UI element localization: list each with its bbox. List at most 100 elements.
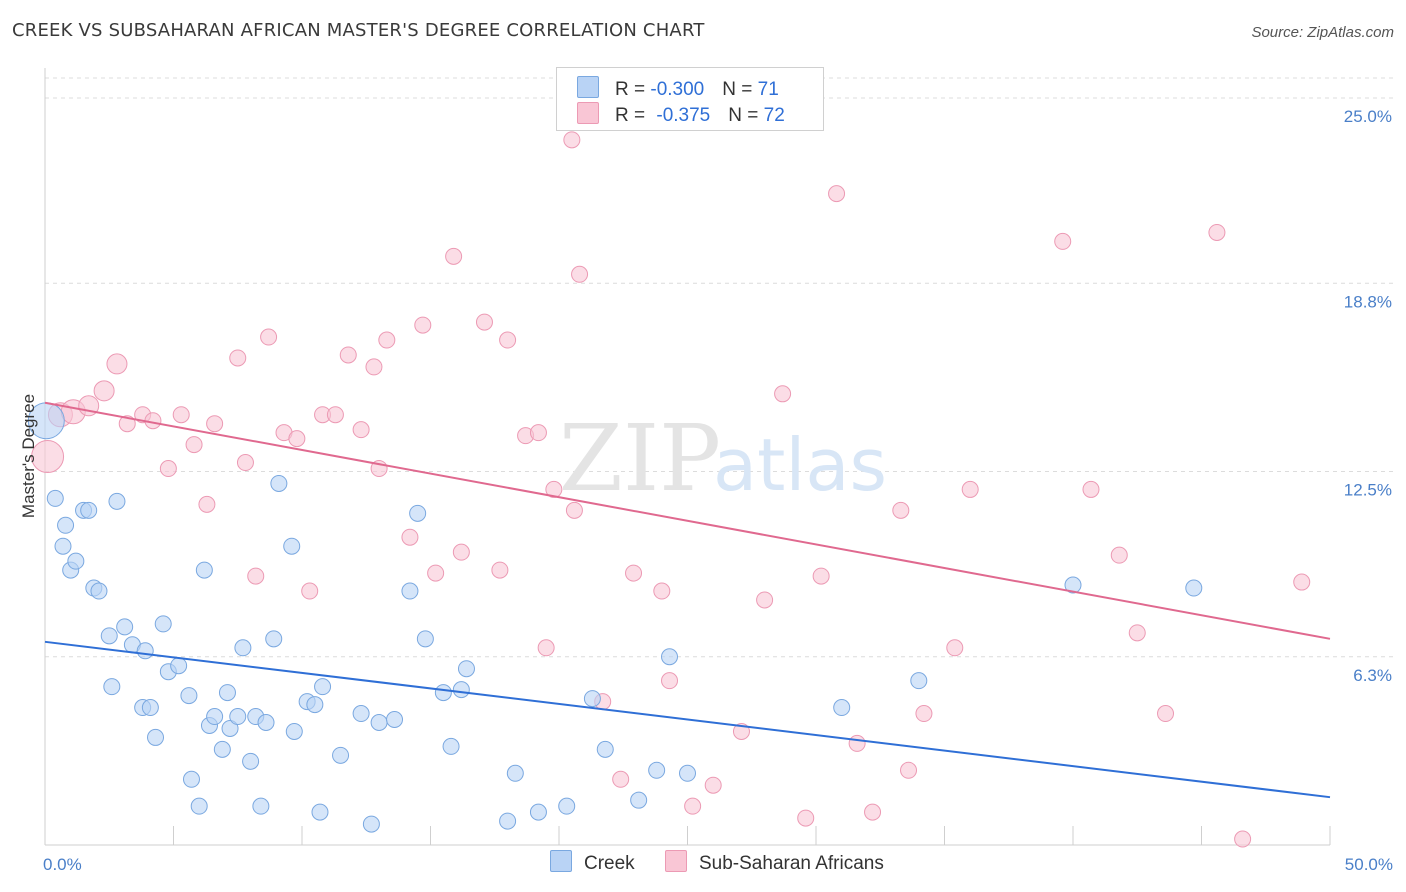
- ssa-point: [499, 331, 517, 349]
- creek-point: [910, 672, 928, 690]
- creek-point: [234, 639, 252, 657]
- creek-trend-line: [44, 640, 1331, 799]
- ssa-n-label: N =: [728, 105, 764, 126]
- creek-n-label: N =: [722, 79, 758, 100]
- y-tick-label: 12.5%: [1344, 481, 1392, 500]
- ssa-point: [236, 454, 254, 472]
- creek-point: [332, 746, 350, 764]
- bottom-legend-ssa: Sub-Saharan Africans: [665, 850, 884, 875]
- ssa-point: [378, 331, 396, 349]
- creek-point: [180, 687, 198, 705]
- creek-point: [46, 489, 64, 507]
- creek-point: [1185, 579, 1203, 597]
- creek-point: [103, 678, 121, 696]
- ssa-point: [892, 501, 910, 519]
- creek-point: [311, 803, 329, 821]
- ssa-point: [206, 415, 224, 433]
- ssa-point: [864, 803, 882, 821]
- creek-point: [229, 708, 247, 726]
- ssa-point: [812, 567, 830, 585]
- ssa-point: [545, 480, 563, 498]
- creek-point: [218, 684, 236, 702]
- ssa-point: [198, 495, 216, 513]
- source-label: Source: ZipAtlas.com: [1251, 24, 1394, 41]
- ssa-point: [828, 185, 846, 203]
- ssa-point: [1082, 480, 1100, 498]
- creek-point: [661, 648, 679, 666]
- y-tick-label: 6.3%: [1353, 666, 1392, 685]
- ssa-point: [565, 501, 583, 519]
- creek-legend-label: Creek: [584, 853, 635, 874]
- ssa-point: [229, 349, 247, 367]
- creek-point: [558, 797, 576, 815]
- ssa-point: [661, 672, 679, 690]
- ssa-point: [452, 543, 470, 561]
- creek-point: [221, 719, 239, 737]
- ssa-point: [961, 480, 979, 498]
- creek-legend-swatch: [550, 850, 572, 872]
- x-tick-label: 50.0%: [1345, 855, 1393, 874]
- creek-point: [170, 657, 188, 675]
- ssa-point: [159, 460, 177, 478]
- ssa-point: [365, 358, 383, 376]
- ssa-point: [1110, 546, 1128, 564]
- creek-point: [506, 764, 524, 782]
- creek-point: [596, 740, 614, 758]
- ssa-r-value: -0.375: [656, 105, 711, 126]
- ssa-r-label: R =: [615, 105, 651, 126]
- ssa-swatch: [577, 102, 599, 124]
- axis-tick-labels: 6.3% 12.5% 18.8% 25.0% 0.0% 50.0%: [43, 107, 1393, 874]
- ssa-point: [653, 582, 671, 600]
- creek-point: [154, 615, 172, 633]
- ssa-point: [339, 346, 357, 364]
- creek-point: [630, 791, 648, 809]
- ssa-point: [401, 528, 419, 546]
- ssa-point: [288, 430, 306, 448]
- ssa-point: [1157, 705, 1175, 723]
- creek-point: [457, 660, 475, 678]
- creek-point: [100, 627, 118, 645]
- creek-r-label: R =: [615, 79, 651, 100]
- creek-point: [370, 713, 388, 731]
- x-tick-label: 0.0%: [43, 855, 82, 874]
- creek-point: [108, 492, 126, 510]
- ssa-point: [1208, 223, 1226, 241]
- ssa-point: [1054, 232, 1072, 250]
- creek-point: [252, 797, 270, 815]
- ssa-n-value: 72: [763, 105, 785, 126]
- watermark-atlas: atlas: [713, 423, 887, 507]
- ssa-point: [93, 380, 115, 402]
- creek-point: [141, 699, 159, 717]
- grid-lines: [45, 77, 1395, 658]
- ssa-point: [1128, 624, 1146, 642]
- axes: [44, 68, 1331, 846]
- creek-point: [416, 630, 434, 648]
- legend-row-ssa: R = -0.375 N = 72: [577, 102, 785, 126]
- creek-point: [265, 630, 283, 648]
- bottom-legend-creek: Creek: [550, 850, 635, 875]
- creek-point: [270, 474, 288, 492]
- ssa-point: [625, 564, 643, 582]
- ssa-point: [427, 564, 445, 582]
- creek-point: [386, 711, 404, 729]
- ssa-point: [247, 567, 265, 585]
- creek-point: [434, 684, 452, 702]
- watermark-zip: ZIP: [559, 405, 721, 512]
- ssa-point: [491, 561, 509, 579]
- creek-point: [352, 705, 370, 723]
- creek-swatch: [577, 76, 599, 98]
- ssa-point: [915, 705, 933, 723]
- ssa-point: [797, 809, 815, 827]
- creek-point: [583, 690, 601, 708]
- ssa-point: [118, 415, 136, 433]
- ssa-point: [31, 440, 65, 474]
- ssa-point: [529, 424, 547, 442]
- creek-point: [190, 797, 208, 815]
- creek-point: [648, 761, 666, 779]
- creek-point: [54, 537, 72, 555]
- ssa-point: [106, 353, 128, 375]
- ssa-point: [475, 313, 493, 331]
- y-tick-label: 18.8%: [1344, 292, 1392, 311]
- ssa-point: [185, 436, 203, 454]
